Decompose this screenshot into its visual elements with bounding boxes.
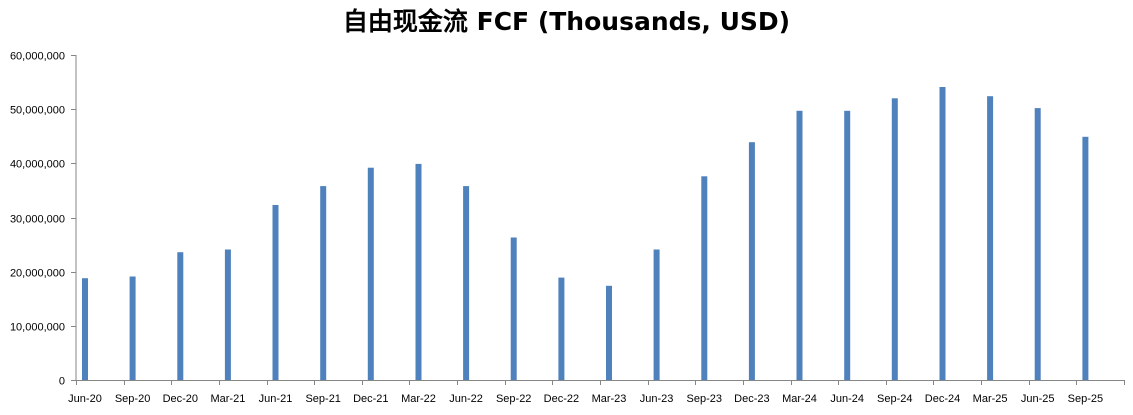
x-tick-label: Jun-24 [830, 393, 864, 405]
x-tick-label: Dec-20 [163, 393, 198, 405]
bar [272, 205, 279, 380]
bar [844, 110, 851, 381]
bar [415, 163, 422, 380]
x-tick-label: Jun-22 [449, 393, 483, 405]
bar [1082, 136, 1089, 380]
x-tick-label: Dec-23 [734, 393, 769, 405]
bar [558, 277, 565, 380]
y-tick-label: 50,000,000 [10, 105, 65, 117]
x-tick-label: Jun-21 [259, 393, 293, 405]
x-tick-label: Jun-25 [1021, 393, 1055, 405]
x-tick-label: Sep-20 [115, 393, 150, 405]
y-tick-label: 60,000,000 [10, 51, 65, 63]
bar [224, 249, 231, 380]
bar [701, 176, 708, 380]
x-tick-label: Dec-24 [925, 393, 960, 405]
x-tick-label: Sep-25 [1068, 393, 1103, 405]
x-tick-label: Sep-22 [496, 393, 531, 405]
y-tick-label: 30,000,000 [10, 214, 65, 226]
bar [748, 142, 755, 380]
bar [796, 110, 803, 381]
bar [367, 167, 374, 380]
bar [1034, 108, 1041, 380]
bar [606, 285, 612, 381]
chart-title: 自由现金流 FCF (Thousands, USD) [342, 7, 791, 36]
x-tick-label: Mar-24 [782, 393, 817, 405]
x-tick-label: Mar-23 [592, 393, 627, 405]
x-tick-label: Sep-21 [305, 393, 340, 405]
y-tick-label: 0 [59, 376, 65, 388]
y-tick-label: 20,000,000 [10, 268, 65, 280]
y-tick-label: 10,000,000 [10, 322, 65, 334]
bar [987, 96, 994, 380]
bar [510, 237, 517, 380]
x-tick-label: Sep-23 [687, 393, 722, 405]
x-tick-label: Mar-25 [973, 393, 1008, 405]
bar [653, 249, 660, 380]
bar [129, 276, 136, 380]
bar [82, 278, 88, 380]
bar [177, 252, 184, 380]
x-tick-label: Jun-23 [640, 393, 674, 405]
x-tick-label: Sep-24 [877, 393, 912, 405]
bar [463, 186, 470, 380]
y-tick-label: 40,000,000 [10, 159, 65, 171]
bar [320, 186, 327, 380]
x-tick-label: Dec-21 [353, 393, 388, 405]
x-tick-label: Mar-22 [401, 393, 436, 405]
x-tick-label: Mar-21 [210, 393, 245, 405]
x-tick-label: Jun-20 [68, 393, 102, 405]
x-tick-label: Dec-22 [544, 393, 579, 405]
bar [891, 98, 898, 381]
bar [939, 87, 946, 380]
